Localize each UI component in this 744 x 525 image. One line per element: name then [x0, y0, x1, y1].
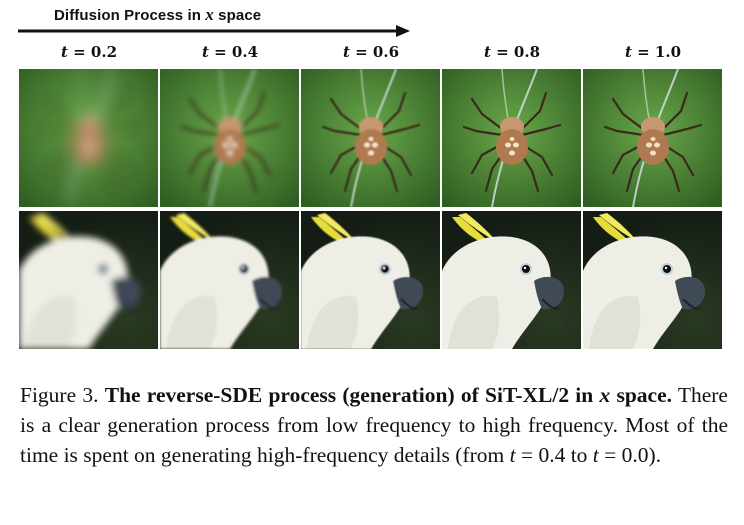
- time-labels: t = 0.2 t = 0.4 t = 0.6 t = 0.8 t = 1.0: [0, 43, 744, 65]
- arrow-label-var: x: [205, 5, 214, 24]
- cockatoo-image: [301, 211, 440, 349]
- caption-eq1: = 0.4 to: [515, 443, 593, 467]
- time-label: t = 0.4: [201, 43, 259, 61]
- caption-label: Figure 3.: [20, 383, 105, 407]
- cockatoo-image: [19, 211, 158, 349]
- caption-var1: t: [509, 443, 516, 467]
- spider-image: [442, 69, 581, 207]
- diffusion-arrow: [18, 25, 410, 37]
- spider-image: [160, 69, 299, 207]
- arrow-label-prefix: Diffusion Process in: [54, 7, 206, 24]
- spider-image: [583, 69, 722, 207]
- time-label: t = 0.8: [483, 43, 541, 61]
- spider-image: [19, 69, 158, 207]
- time-label: t = 0.2: [60, 43, 118, 61]
- arrow-label: Diffusion Process in x space: [54, 5, 261, 25]
- caption-eq2: = 0.0).: [598, 443, 662, 467]
- cockatoo-image: [583, 211, 722, 349]
- caption-text: There is a clear generation process from…: [20, 383, 728, 467]
- arrow-label-suffix: space: [213, 7, 262, 24]
- cockatoo-image: [442, 211, 581, 349]
- figure-caption: Figure 3. The reverse-SDE process (gener…: [20, 380, 728, 470]
- spider-image: [301, 69, 440, 207]
- caption-var2: t: [592, 443, 599, 467]
- caption-title: The reverse-SDE process (generation) of …: [104, 383, 672, 407]
- image-grid: [19, 69, 723, 353]
- time-label: t = 1.0: [624, 43, 682, 61]
- cockatoo-image: [160, 211, 299, 349]
- time-label: t = 0.6: [342, 43, 400, 61]
